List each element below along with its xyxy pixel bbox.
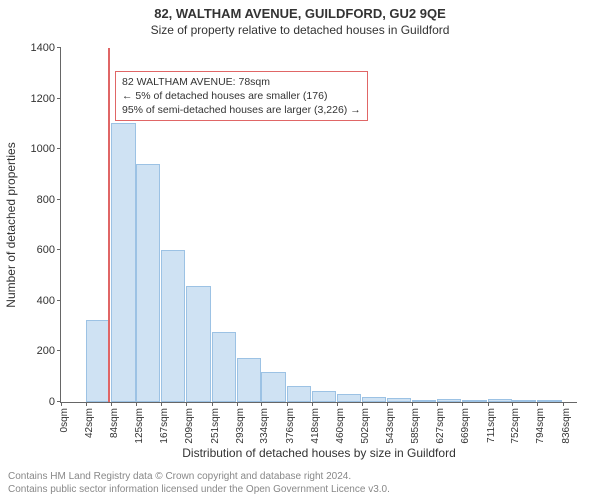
- x-tick-label: 84sqm: [109, 408, 120, 438]
- x-tick-mark: [488, 402, 489, 406]
- annotation-line: ← 5% of detached houses are smaller (176…: [122, 89, 361, 103]
- histogram-bar: [362, 397, 386, 402]
- histogram-bar: [512, 400, 536, 402]
- property-marker-line: [108, 48, 110, 402]
- histogram-bar: [488, 399, 512, 402]
- histogram-bar: [136, 164, 160, 402]
- x-tick-mark: [337, 402, 338, 406]
- footer-line-1: Contains HM Land Registry data © Crown c…: [8, 470, 390, 483]
- x-axis-label: Distribution of detached houses by size …: [182, 446, 456, 460]
- annotation-line: 95% of semi-detached houses are larger (…: [122, 103, 361, 117]
- x-tick-mark: [161, 402, 162, 406]
- x-tick-mark: [86, 402, 87, 406]
- x-tick-label: 209sqm: [184, 408, 195, 444]
- y-tick-label: 1000: [31, 143, 61, 155]
- y-axis-label: Number of detached properties: [4, 142, 18, 307]
- y-tick-label: 600: [37, 244, 61, 256]
- histogram-bar: [186, 286, 210, 402]
- histogram-bar: [237, 358, 261, 402]
- x-tick-mark: [287, 402, 288, 406]
- histogram-bar: [261, 372, 285, 402]
- annotation-box: 82 WALTHAM AVENUE: 78sqm← 5% of detached…: [115, 71, 368, 122]
- x-tick-mark: [412, 402, 413, 406]
- x-tick-label: 836sqm: [561, 408, 572, 444]
- x-tick-label: 167sqm: [159, 408, 170, 444]
- histogram-bar: [161, 250, 185, 402]
- histogram-bar: [337, 394, 361, 402]
- x-tick-label: 251sqm: [210, 408, 221, 444]
- x-tick-mark: [563, 402, 564, 406]
- y-tick-mark: [57, 199, 61, 200]
- y-tick-mark: [57, 98, 61, 99]
- x-tick-mark: [261, 402, 262, 406]
- y-tick-label: 1400: [31, 42, 61, 54]
- histogram-bar: [212, 332, 236, 402]
- y-tick-mark: [57, 300, 61, 301]
- histogram-bar: [462, 400, 486, 402]
- histogram-bar: [86, 320, 110, 402]
- x-tick-label: 42sqm: [84, 408, 95, 438]
- histogram-plot: Number of detached properties Distributi…: [60, 48, 577, 403]
- x-tick-mark: [61, 402, 62, 406]
- y-tick-label: 400: [37, 295, 61, 307]
- x-tick-label: 627sqm: [435, 408, 446, 444]
- y-tick-mark: [57, 47, 61, 48]
- histogram-bar: [537, 400, 561, 402]
- x-tick-mark: [462, 402, 463, 406]
- y-tick-label: 800: [37, 194, 61, 206]
- x-tick-mark: [212, 402, 213, 406]
- x-tick-label: 794sqm: [535, 408, 546, 444]
- histogram-bar: [287, 386, 311, 402]
- x-tick-label: 585sqm: [410, 408, 421, 444]
- y-tick-label: 1200: [31, 93, 61, 105]
- x-tick-label: 418sqm: [310, 408, 321, 444]
- y-tick-label: 200: [37, 345, 61, 357]
- x-tick-label: 669sqm: [460, 408, 471, 444]
- x-tick-label: 334sqm: [259, 408, 270, 444]
- annotation-line: 82 WALTHAM AVENUE: 78sqm: [122, 75, 361, 89]
- x-tick-label: 0sqm: [59, 408, 70, 432]
- histogram-bar: [312, 391, 336, 402]
- histogram-bar: [437, 399, 461, 402]
- x-tick-label: 502sqm: [360, 408, 371, 444]
- histogram-bar: [111, 123, 135, 402]
- x-tick-mark: [537, 402, 538, 406]
- x-tick-label: 125sqm: [134, 408, 145, 444]
- y-tick-mark: [57, 350, 61, 351]
- footer-attribution: Contains HM Land Registry data © Crown c…: [8, 470, 390, 496]
- x-tick-mark: [237, 402, 238, 406]
- x-tick-mark: [136, 402, 137, 406]
- histogram-bar: [412, 400, 436, 402]
- x-tick-label: 376sqm: [285, 408, 296, 444]
- x-tick-mark: [387, 402, 388, 406]
- x-tick-label: 711sqm: [486, 408, 497, 443]
- x-tick-mark: [186, 402, 187, 406]
- histogram-bar: [387, 398, 411, 402]
- x-tick-mark: [312, 402, 313, 406]
- x-tick-label: 460sqm: [335, 408, 346, 444]
- footer-line-2: Contains public sector information licen…: [8, 483, 390, 496]
- x-tick-mark: [437, 402, 438, 406]
- x-tick-mark: [512, 402, 513, 406]
- x-tick-mark: [362, 402, 363, 406]
- y-tick-mark: [57, 148, 61, 149]
- chart-subtitle: Size of property relative to detached ho…: [0, 21, 600, 37]
- x-tick-label: 543sqm: [385, 408, 396, 444]
- x-tick-label: 752sqm: [510, 408, 521, 444]
- x-tick-mark: [111, 402, 112, 406]
- x-tick-label: 293sqm: [235, 408, 246, 444]
- chart-title: 82, WALTHAM AVENUE, GUILDFORD, GU2 9QE: [0, 0, 600, 21]
- y-tick-label: 0: [49, 396, 61, 408]
- y-tick-mark: [57, 249, 61, 250]
